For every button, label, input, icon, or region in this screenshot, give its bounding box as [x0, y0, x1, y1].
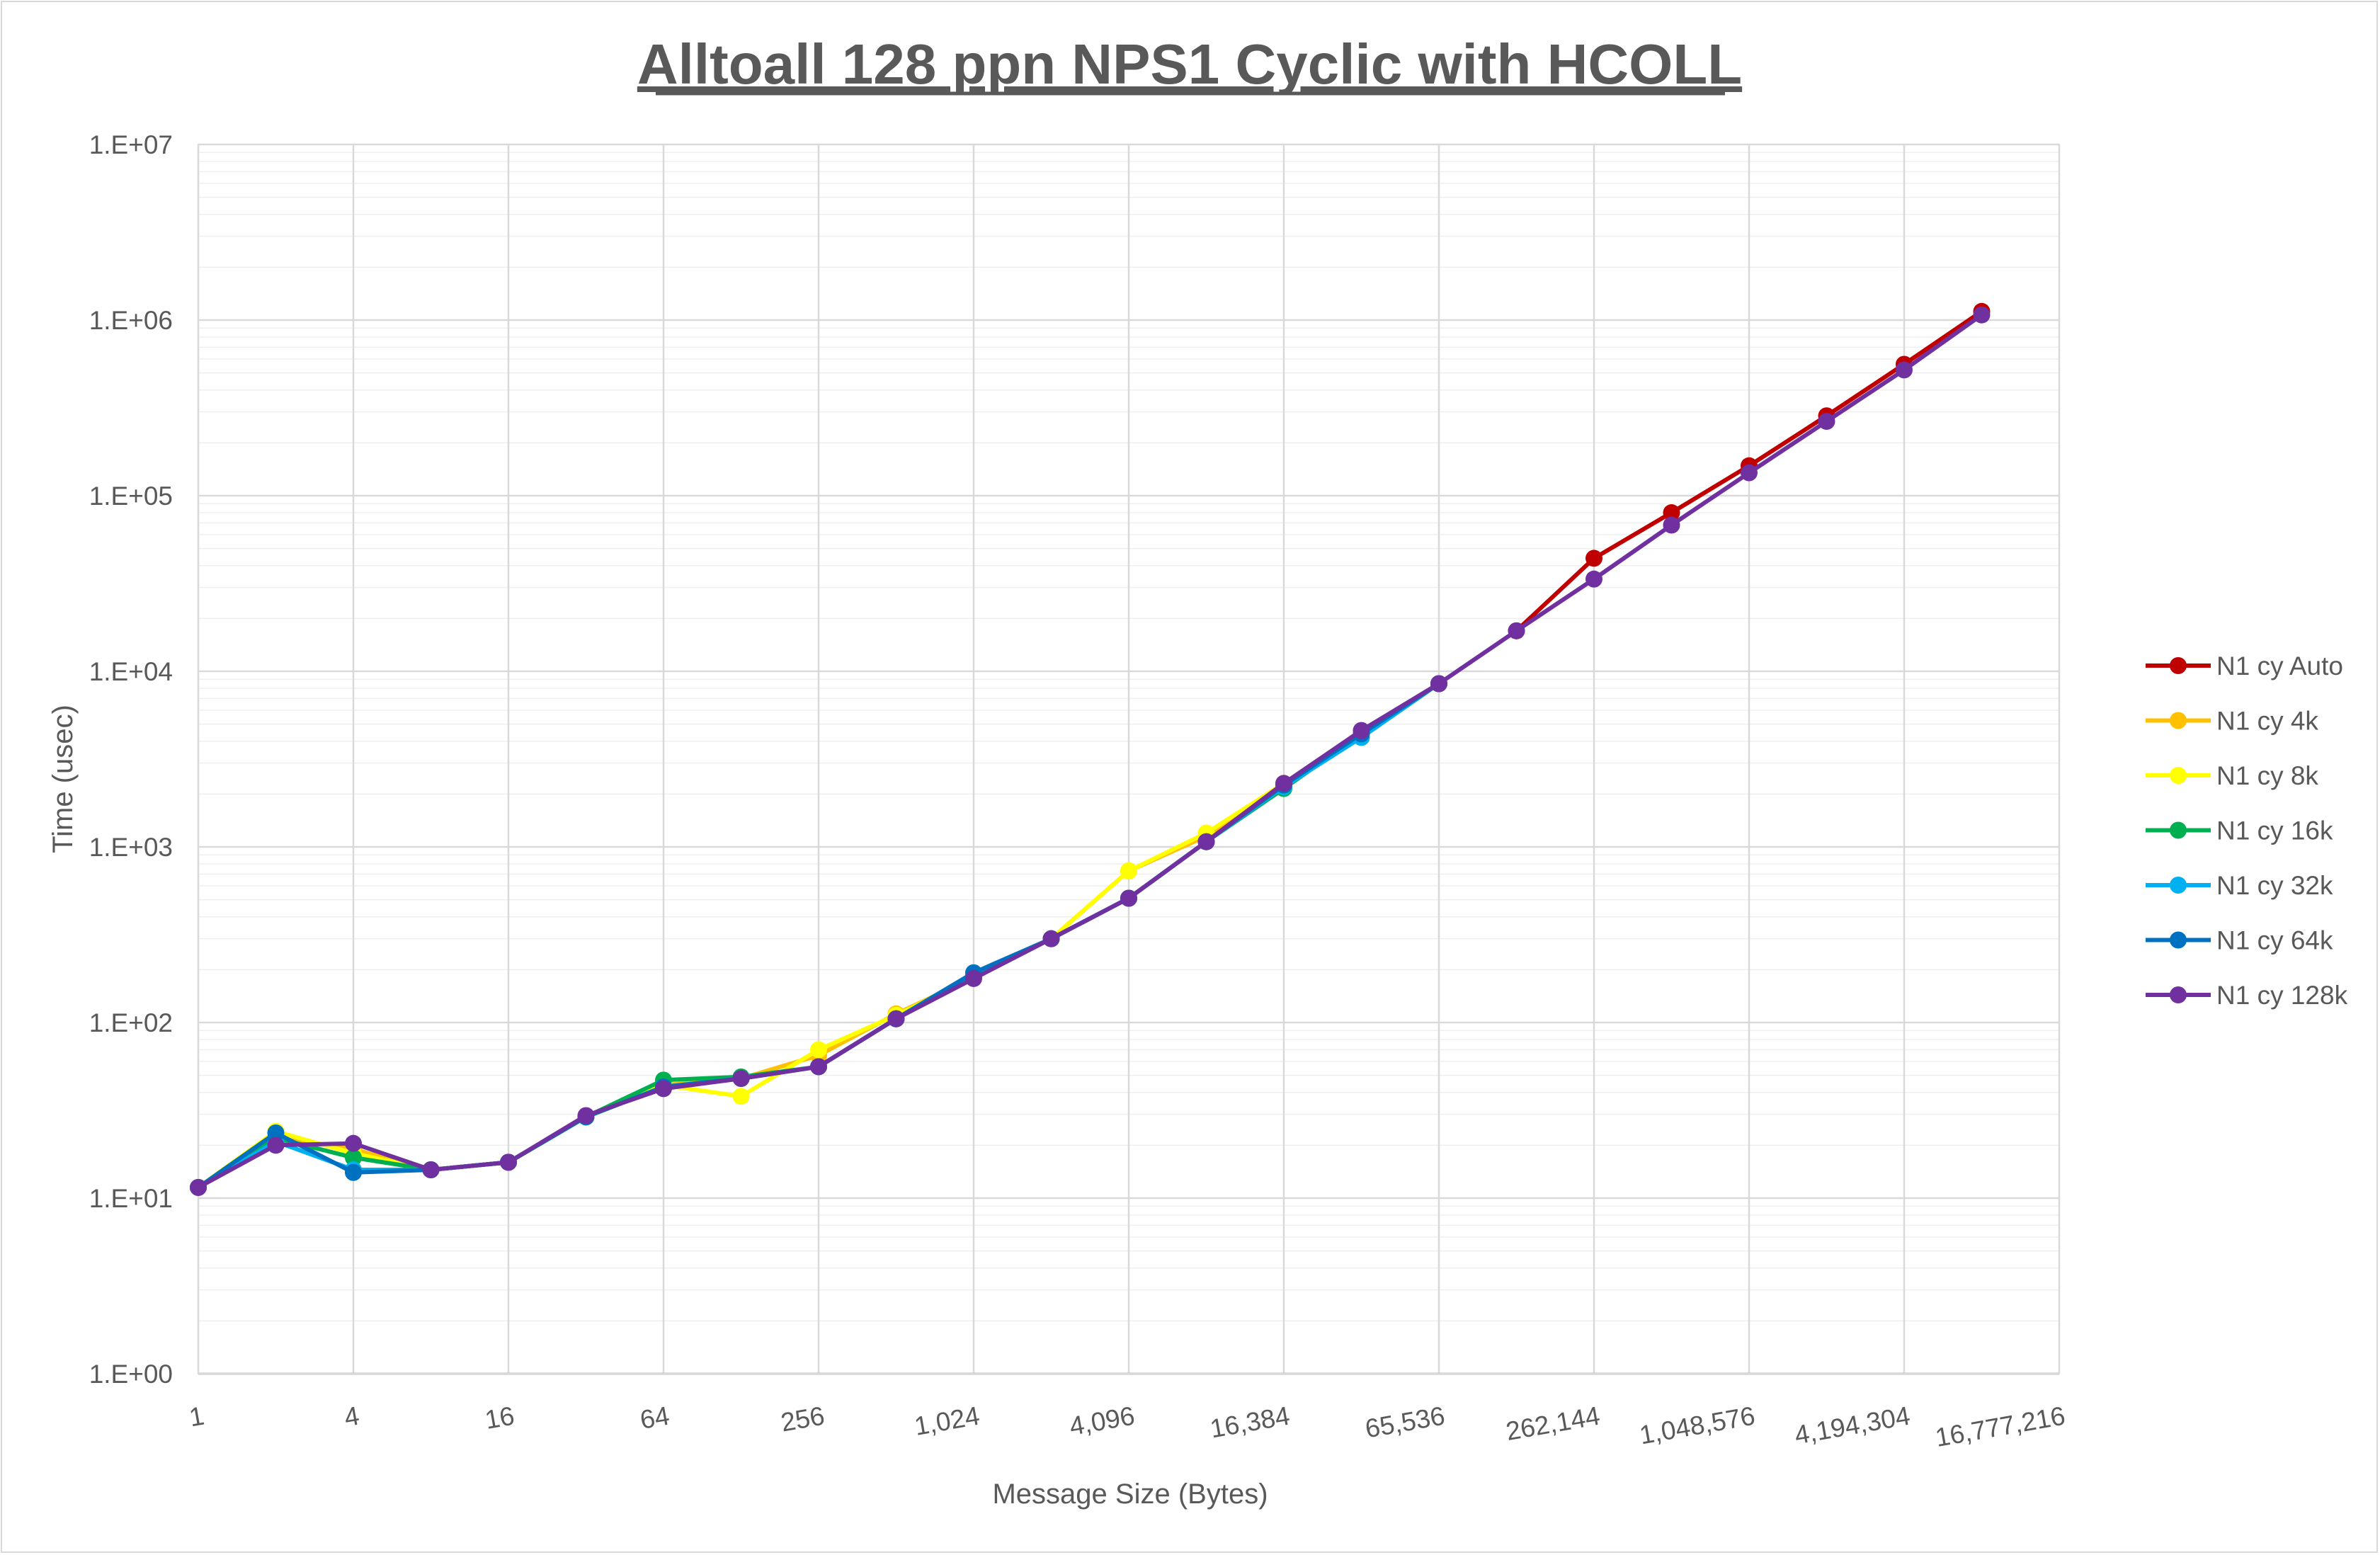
data-point [1430, 675, 1447, 693]
x-axis-ticks: 1 4 16 64 256 1,024 4,096 16,384 65,536 262,144 1,… [187, 1401, 2067, 1453]
legend-item[interactable]: N1 cy 32k [2146, 871, 2333, 900]
data-point [1508, 622, 1525, 639]
x-tick-label: 16,777,216 [1933, 1401, 2067, 1453]
data-point [1120, 889, 1137, 907]
x-tick-label: 16,384 [1208, 1401, 1292, 1444]
legend-label: N1 cy 128k [2216, 981, 2348, 1010]
data-point [577, 1107, 595, 1124]
data-point [1896, 361, 1913, 379]
x-tick-label: 16 [483, 1401, 517, 1435]
data-point [732, 1088, 750, 1105]
legend-item[interactable]: N1 cy 128k [2146, 981, 2348, 1010]
x-tick-label: 65,536 [1363, 1401, 1447, 1444]
legend-swatch-marker [2170, 767, 2187, 784]
legend-label: N1 cy 64k [2216, 926, 2333, 955]
x-axis-title: Message Size (Bytes) [992, 1479, 1268, 1510]
data-point [1663, 504, 1680, 522]
x-tick-label: 4,096 [1067, 1401, 1137, 1441]
data-point [1585, 570, 1602, 588]
chart-title: Alltoall 128 ppn NPS1 Cyclic with HCOLL [637, 33, 1742, 96]
y-tick-label: 1.E+04 [89, 657, 173, 686]
x-tick-label: 64 [638, 1401, 672, 1435]
y-axis-title: Time (usec) [47, 705, 79, 853]
data-point [1120, 862, 1137, 879]
data-point [655, 1080, 672, 1098]
legend-label: N1 cy Auto [2216, 651, 2343, 680]
legend-item[interactable]: N1 cy 64k [2146, 926, 2333, 955]
data-point [810, 1041, 827, 1059]
y-tick-label: 1.E+01 [89, 1184, 173, 1213]
data-point [965, 969, 982, 987]
legend-item[interactable]: N1 cy 8k [2146, 761, 2318, 790]
legend-swatch-marker [2170, 657, 2187, 674]
data-point [732, 1070, 750, 1088]
data-point [345, 1149, 362, 1166]
x-tick-label: 262,144 [1504, 1401, 1602, 1447]
data-point [345, 1134, 362, 1152]
x-tick-label: 1,024 [912, 1401, 981, 1441]
x-tick-label: 1,048,576 [1637, 1401, 1757, 1450]
legend-swatch-marker [2170, 986, 2187, 1003]
legend-item[interactable]: N1 cy 16k [2146, 816, 2333, 845]
legend-swatch-marker [2170, 821, 2187, 839]
data-point [887, 1010, 905, 1027]
legend-item[interactable]: N1 cy Auto [2146, 651, 2343, 680]
data-point [1741, 464, 1758, 482]
series-layer [190, 302, 1991, 1196]
x-tick-label: 1 [187, 1401, 206, 1432]
legend-swatch-marker [2170, 877, 2187, 894]
y-tick-label: 1.E+05 [89, 482, 173, 511]
data-point [1042, 930, 1060, 947]
legend-swatch-marker [2170, 931, 2187, 949]
legend-item[interactable]: N1 cy 4k [2146, 707, 2318, 736]
data-point [267, 1124, 285, 1141]
data-point [267, 1137, 285, 1154]
legend-label: N1 cy 16k [2216, 816, 2333, 845]
data-point [1275, 775, 1292, 792]
data-point [1973, 306, 1991, 324]
data-point [1663, 516, 1680, 534]
data-point [345, 1163, 362, 1181]
data-point [190, 1178, 207, 1196]
series-line [196, 312, 1984, 1190]
y-tick-label: 1.E+07 [89, 130, 173, 159]
series-group [190, 306, 1991, 1196]
x-tick-label: 4 [342, 1401, 361, 1432]
x-tick-label: 256 [778, 1401, 826, 1437]
y-axis-ticks: 1.E+00 1.E+01 1.E+02 1.E+03 1.E+04 1.E+05 1.E+… [89, 130, 173, 1389]
plot-area-border [198, 144, 2060, 1374]
x-tick-label: 4,194,304 [1792, 1401, 1912, 1450]
y-tick-label: 1.E+06 [89, 306, 173, 335]
data-point [1585, 549, 1602, 567]
grid [197, 143, 2061, 1375]
legend-label: N1 cy 8k [2216, 761, 2318, 790]
y-tick-label: 1.E+00 [89, 1360, 173, 1389]
data-point [810, 1058, 827, 1076]
legend[interactable]: N1 cy Auto N1 cy 4k N1 cy 8k N1 cy 16k N1 cy… [2146, 651, 2348, 1010]
legend-label: N1 cy 32k [2216, 871, 2333, 900]
data-point [422, 1161, 440, 1178]
data-point [500, 1154, 517, 1171]
legend-swatch-marker [2170, 712, 2187, 729]
data-point [1353, 722, 1370, 739]
y-tick-label: 1.E+03 [89, 833, 173, 862]
legend-label: N1 cy 4k [2216, 707, 2318, 736]
data-point [1197, 833, 1215, 850]
data-point [1818, 413, 1835, 431]
y-tick-label: 1.E+02 [89, 1008, 173, 1037]
